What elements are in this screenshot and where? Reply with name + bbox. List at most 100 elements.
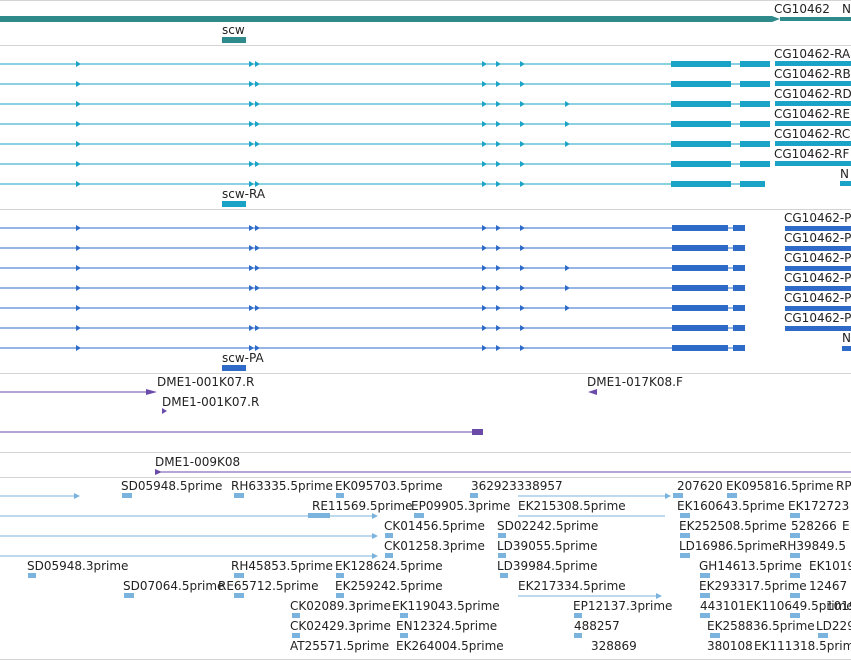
est-feature[interactable] xyxy=(790,593,800,598)
transcript-row[interactable] xyxy=(0,101,770,107)
est-feature[interactable] xyxy=(385,533,393,538)
protein-row[interactable] xyxy=(0,345,745,351)
est-feature[interactable] xyxy=(292,613,300,618)
clone-label: DME1-017K08.F xyxy=(587,375,683,389)
est-feature[interactable] xyxy=(400,633,408,638)
est-label: EK119043.5prime xyxy=(392,599,500,613)
est-feature[interactable] xyxy=(336,493,344,498)
est-label: EK217334.5prime xyxy=(518,579,626,593)
est-label: AT25571.5prime xyxy=(290,639,389,653)
est-feature[interactable] xyxy=(414,513,424,518)
est-feature[interactable] xyxy=(292,633,300,638)
est-feature[interactable] xyxy=(790,513,800,518)
transcript-label-scw-ra: scw-RA xyxy=(222,187,266,201)
est-feature[interactable] xyxy=(574,613,582,618)
est-feature[interactable] xyxy=(680,513,690,518)
est-feature[interactable] xyxy=(336,573,344,578)
est-feature[interactable] xyxy=(500,573,508,578)
est-feature[interactable] xyxy=(710,633,720,638)
est-label: EK110649.5prime xyxy=(746,599,851,613)
transcript-label: CG10462-RE xyxy=(774,107,850,121)
transcript-row[interactable] xyxy=(0,181,765,187)
transcript-row[interactable] xyxy=(0,161,770,167)
est-feature[interactable] xyxy=(574,633,582,638)
est-feature[interactable] xyxy=(336,593,344,598)
est-label: RH63335.5prime xyxy=(231,479,333,493)
est-feature[interactable] xyxy=(470,493,478,498)
protein-row[interactable] xyxy=(0,325,745,331)
transcript-row[interactable] xyxy=(0,61,770,67)
est-feature[interactable] xyxy=(790,553,800,558)
est-feature[interactable] xyxy=(385,553,393,558)
protein-label-scw-pa: scw-PA xyxy=(222,351,264,365)
est-feature[interactable] xyxy=(28,573,36,578)
transcript-row[interactable] xyxy=(0,121,770,127)
clone-feature[interactable] xyxy=(0,389,157,395)
est-feature[interactable] xyxy=(234,573,244,578)
protein-feature-scw-pa[interactable] xyxy=(222,365,246,371)
est-label: EK1019 xyxy=(809,559,851,573)
est-feature[interactable] xyxy=(308,513,330,518)
cg10462-rna-features[interactable] xyxy=(775,61,851,186)
est-label: EP12137.3prime xyxy=(573,599,672,613)
transcript-row[interactable] xyxy=(0,81,770,87)
est-track-labels: SD05948.5prime RH63335.5prime EK095703.5… xyxy=(27,479,851,653)
transcript-track-protein xyxy=(0,225,851,371)
cg10462-protein-features[interactable] xyxy=(785,226,851,351)
est-feature[interactable] xyxy=(700,613,710,618)
est-feature[interactable] xyxy=(680,553,690,558)
protein-row[interactable] xyxy=(0,285,745,291)
est-feature[interactable] xyxy=(124,593,134,598)
clone-track-labels: DME1-001K07.R DME1-017K08.F DME1-001K07.… xyxy=(155,375,683,469)
est-label: LD229 xyxy=(816,619,851,633)
transcript-row[interactable] xyxy=(0,141,770,147)
est-feature[interactable] xyxy=(400,613,408,618)
est-feature[interactable] xyxy=(700,593,710,598)
est-label: 207620 xyxy=(677,479,723,493)
est-feature[interactable] xyxy=(234,593,244,598)
clone-label: DME1-001K07.R xyxy=(157,375,254,389)
protein-row[interactable] xyxy=(0,225,745,231)
clone-feature[interactable] xyxy=(162,408,167,414)
est-label: EP09905.3prime xyxy=(411,499,510,513)
gene-label-scw: scw xyxy=(222,23,245,37)
est-feature[interactable] xyxy=(818,633,828,638)
protein-label: CG10462-P xyxy=(784,231,851,245)
est-label: RE65712.5prime xyxy=(218,579,319,593)
est-label: RH45853.5prime xyxy=(231,559,333,573)
est-feature[interactable] xyxy=(673,493,683,498)
gene-feature-n[interactable] xyxy=(780,17,851,21)
est-feature[interactable] xyxy=(234,493,244,498)
clone-feature[interactable] xyxy=(155,469,851,475)
est-feature[interactable] xyxy=(790,573,800,578)
est-label: 528266 xyxy=(791,519,837,533)
est-feature[interactable] xyxy=(700,573,710,578)
protein-row[interactable] xyxy=(0,305,745,311)
est-feature[interactable] xyxy=(790,533,800,538)
clone-feature[interactable] xyxy=(588,389,597,395)
protein-row[interactable] xyxy=(0,245,745,251)
est-label: EK258836.5prime xyxy=(707,619,815,633)
est-label: LD39984.5prime xyxy=(497,559,598,573)
est-feature[interactable] xyxy=(122,493,132,498)
est-track xyxy=(0,493,828,638)
protein-label: CG10462-P xyxy=(784,311,851,325)
est-label: LD39055.5prime xyxy=(497,539,598,553)
est-label: EK160643.5prime xyxy=(677,499,785,513)
est-label: SD05948.3prime xyxy=(27,559,128,573)
est-feature[interactable] xyxy=(727,493,737,498)
est-label: EK095816.5prime xyxy=(726,479,834,493)
transcript-track-rna xyxy=(0,61,851,207)
est-label: EK111318.5prime xyxy=(754,639,851,653)
est-feature[interactable] xyxy=(790,613,800,618)
gene-feature-scw[interactable] xyxy=(222,37,246,43)
protein-row[interactable] xyxy=(0,265,745,271)
transcript-feature-scw-ra[interactable] xyxy=(222,201,246,207)
est-feature[interactable] xyxy=(680,533,690,538)
est-feature[interactable] xyxy=(498,553,506,558)
gene-feature-cg10462[interactable] xyxy=(0,16,772,22)
est-feature[interactable] xyxy=(498,533,506,538)
est-label: GH14613.5prime xyxy=(699,559,802,573)
clone-feature[interactable] xyxy=(0,429,483,435)
